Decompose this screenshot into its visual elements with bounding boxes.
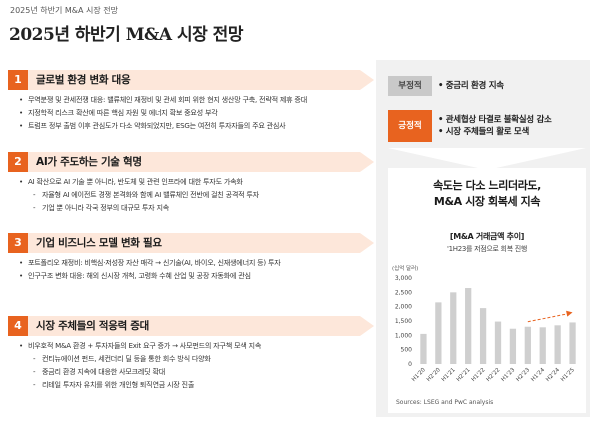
chart-bar xyxy=(509,328,517,364)
list-subitem: 리테일 투자자 유치를 위한 개인형 퇴직연금 시장 진출 xyxy=(8,378,376,391)
positive-factor-row: 긍정적 • 관세협상 타결로 불확실성 감소 • 시장 주체들의 활로 모색 xyxy=(388,110,552,142)
source-note: Sources: LSEG and PwC analysis xyxy=(396,399,494,406)
x-tick-label: H1'23 xyxy=(500,367,516,383)
section-title: 글로벌 환경 변화 대응 xyxy=(36,74,131,86)
chart-title: [M&A 거래금액 추이] xyxy=(449,232,525,241)
y-tick-label: 3,000 xyxy=(395,275,412,282)
page-title: 2025년 하반기 M&A 시장 전망 xyxy=(9,25,243,45)
section-4-list: 비우호적 M&A 환경 + 투자자들의 Exit 요구 증가 → 사모펀드의 자… xyxy=(8,339,376,391)
chart-bar xyxy=(479,308,487,364)
positive-factor-list: • 관세협상 타결로 불확실성 감소 • 시장 주체들의 활로 모색 xyxy=(438,114,552,138)
chart-bar xyxy=(494,321,502,364)
y-tick-label: 1,000 xyxy=(395,332,412,339)
x-tick-label: H2'22 xyxy=(486,367,502,383)
list-item: 비우호적 M&A 환경 + 투자자들의 Exit 요구 증가 → 사모펀드의 자… xyxy=(8,339,376,352)
section-2: 2 AI가 주도하는 기술 혁명 AI 확산으로 AI 기술 뿐 아니라, 반도… xyxy=(8,152,376,214)
section-3: 3 기업 비즈니스 모델 변화 필요 포트폴리오 재정비: 비핵심·저성장 자산… xyxy=(8,233,376,282)
section-1-header-bar: 1 글로벌 환경 변화 대응 xyxy=(8,70,376,90)
chart-bar xyxy=(465,288,472,364)
list-item: 인구구조 변화 대응: 해외 신시장 개척, 고령화 수혜 산업 및 공장 자동… xyxy=(8,269,376,282)
section-number: 3 xyxy=(8,233,28,253)
list-subitem: 기업 뿐 아니라 각국 정부의 대규모 투자 지속 xyxy=(8,201,376,214)
arrow-bar-graphic xyxy=(8,233,374,253)
section-title: 기업 비즈니스 모델 변화 필요 xyxy=(36,237,162,249)
arrow-bar-graphic xyxy=(8,70,374,90)
section-number: 2 xyxy=(8,152,28,172)
headline-line: M&A 시장 회복세 지속 xyxy=(433,195,541,208)
chart-bar xyxy=(450,292,457,364)
positive-tag: 긍정적 xyxy=(388,110,432,142)
x-tick-label: H1'20 xyxy=(411,367,427,383)
negative-tag: 부정적 xyxy=(388,76,432,96)
positive-factor-text: • 시장 주체들의 활로 모색 xyxy=(438,127,529,137)
negative-factor-row: 부정적 • 중금리 환경 지속 xyxy=(388,76,504,96)
arrow-bar-graphic xyxy=(8,316,374,336)
x-tick-label: H2'23 xyxy=(515,367,531,383)
x-tick-label: H2'24 xyxy=(545,367,561,383)
x-tick-label: H1'24 xyxy=(530,367,546,383)
chart-bar xyxy=(435,302,442,364)
list-item: 지정학적 리스크 확산에 따른 핵심 자원 및 에너지 확보 중요성 부각 xyxy=(8,106,376,119)
list-subitem: 중금리 환경 지속에 대응한 사모크레딧 확대 xyxy=(8,365,376,378)
chart-bar xyxy=(539,327,546,364)
x-tick-label: H1'25 xyxy=(560,367,576,383)
section-title: AI가 주도하는 기술 혁명 xyxy=(36,156,142,168)
section-4: 4 시장 주체들의 적응력 증대 비우호적 M&A 환경 + 투자자들의 Exi… xyxy=(8,316,376,391)
trend-arrow-line xyxy=(527,313,569,323)
list-item: 무역분쟁 및 관세전쟁 대응: 밸류체인 재정비 및 관세 회피 위한 현지 생… xyxy=(8,93,376,106)
chart-headline: 속도는 다소 느리더라도, M&A 시장 회복세 지속 xyxy=(388,178,586,210)
arrow-bar-graphic xyxy=(8,152,374,172)
section-3-list: 포트폴리오 재정비: 비핵심·저성장 자산 매각 → 신기술(AI, 바이오, … xyxy=(8,256,376,282)
chart-bar xyxy=(420,333,427,364)
x-tick-label: H2'21 xyxy=(456,367,472,383)
down-arrow-icon xyxy=(388,148,586,170)
y-tick-label: 0 xyxy=(408,361,412,368)
y-tick-label: 2,000 xyxy=(395,304,412,311)
section-2-list: AI 확산으로 AI 기술 뿐 아니라, 반도체 및 관련 인프라에 대한 투자… xyxy=(8,175,376,214)
x-tick-label: H2'20 xyxy=(426,367,442,383)
y-tick-label: 1,500 xyxy=(395,318,412,325)
y-tick-label: 500 xyxy=(401,347,413,354)
section-2-header-bar: 2 AI가 주도하는 기술 혁명 xyxy=(8,152,376,172)
x-tick-label: H1'22 xyxy=(471,367,487,383)
chart-bar xyxy=(524,326,531,364)
section-4-header-bar: 4 시장 주체들의 적응력 증대 xyxy=(8,316,376,336)
chart-card: 속도는 다소 느리더라도, M&A 시장 회복세 지속 [M&A 거래금액 추이… xyxy=(388,168,586,413)
trend-arrow-head xyxy=(566,310,573,317)
headline-line: 속도는 다소 느리더라도, xyxy=(433,179,541,192)
chart-bar xyxy=(569,322,576,364)
bar-chart: (십억 달러) 0 500 1,000 1,500 2,000 2,500 3,000 H1'2… xyxy=(392,264,576,383)
x-tick-label: H1'21 xyxy=(441,367,457,383)
negative-factor-text: • 중금리 환경 지속 xyxy=(438,81,504,91)
list-subitem: 자율형 AI 에이전트 경쟁 본격화와 함께 AI 밸류체인 전반에 걸친 공격… xyxy=(8,188,376,201)
top-label: 2025년 하반기 M&A 시장 전망 xyxy=(10,6,119,15)
chart-bar xyxy=(554,325,561,364)
section-title: 시장 주체들의 적응력 증대 xyxy=(36,320,150,332)
section-number: 4 xyxy=(8,316,28,336)
section-1: 1 글로벌 환경 변화 대응 무역분쟁 및 관세전쟁 대응: 밸류체인 재정비 … xyxy=(8,70,376,132)
section-number: 1 xyxy=(8,70,28,90)
list-item: 포트폴리오 재정비: 비핵심·저성장 자산 매각 → 신기술(AI, 바이오, … xyxy=(8,256,376,269)
chart-subtitle: '1H23를 저점으로 회복 진행 xyxy=(446,245,528,253)
list-item: 트럼프 정부 출범 이후 관심도가 다소 약화되었지만, ESG는 여전히 투자… xyxy=(8,119,376,132)
section-1-list: 무역분쟁 및 관세전쟁 대응: 밸류체인 재정비 및 관세 회피 위한 현지 생… xyxy=(8,93,376,132)
y-tick-label: 2,500 xyxy=(395,289,412,296)
list-subitem: 컨티뉴에이션 펀드, 세컨더리 딜 등을 통한 회수 방식 다양화 xyxy=(8,352,376,365)
list-item: AI 확산으로 AI 기술 뿐 아니라, 반도체 및 관련 인프라에 대한 투자… xyxy=(8,175,376,188)
positive-factor-text: • 관세협상 타결로 불확실성 감소 xyxy=(438,115,552,125)
y-axis-unit: (십억 달러) xyxy=(392,264,418,272)
section-3-header-bar: 3 기업 비즈니스 모델 변화 필요 xyxy=(8,233,376,253)
